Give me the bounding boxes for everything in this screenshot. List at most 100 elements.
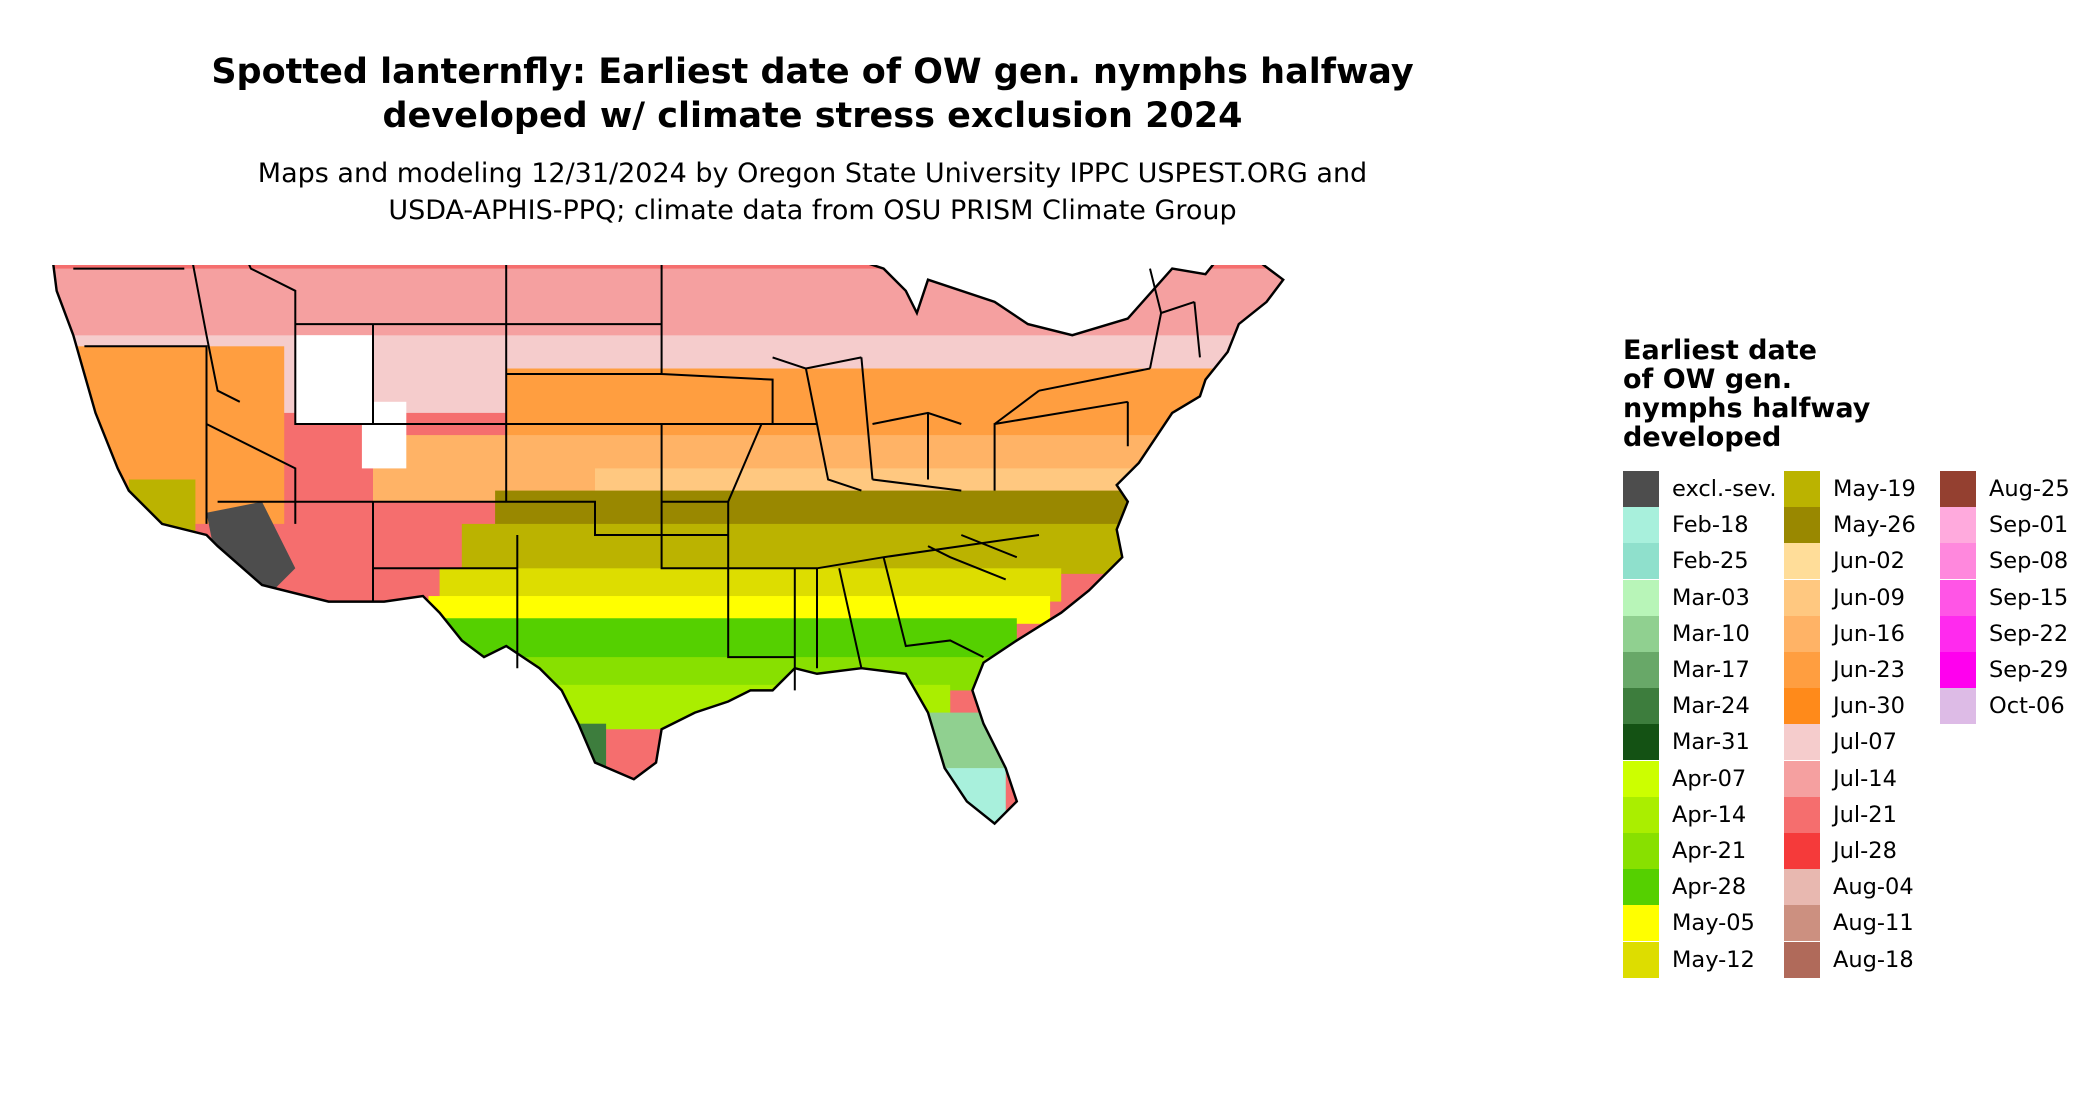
legend-title-line-1: Earliest date (1623, 335, 1817, 366)
legend-swatch (1623, 652, 1659, 688)
map-title-line-1: Spotted lanternfly: Earliest date of OW … (211, 52, 1414, 92)
map-subtitle-line-2: USDA-APHIS-PPQ; climate data from OSU PR… (388, 195, 1237, 226)
legend-title-line-3: nymphs halfway (1623, 393, 1871, 424)
legend-label: May-26 (1833, 512, 1916, 539)
map-graphic (47, 265, 1285, 825)
legend-label: Jun-09 (1833, 584, 1905, 611)
legend-item: Jun-16 (1784, 615, 1905, 652)
legend-item: Jul-21 (1784, 796, 1897, 833)
legend-label: Sep-01 (1989, 512, 2069, 539)
legend-swatch (1623, 905, 1659, 942)
legend-swatch (1784, 760, 1820, 797)
legend-title-line-2: of OW gen. (1623, 364, 1792, 395)
legend-label: Aug-11 (1833, 910, 1914, 937)
legend-label: Mar-24 (1672, 693, 1750, 720)
legend-item: Apr-07 (1623, 760, 1746, 797)
legend-swatch (1940, 688, 1976, 725)
legend-swatch (1940, 652, 1976, 688)
state-borders (73, 265, 1201, 691)
legend-item: Mar-17 (1623, 652, 1750, 688)
legend-label: Mar-17 (1672, 657, 1750, 683)
legend-item: Feb-18 (1623, 507, 1749, 544)
legend-label: May-19 (1833, 476, 1916, 502)
map-title-line-2: developed w/ climate stress exclusion 20… (382, 96, 1243, 136)
legend-swatch (1784, 869, 1820, 906)
legend-swatch (1623, 760, 1659, 797)
legend-swatch (1784, 833, 1820, 869)
legend-label: Jul-21 (1833, 801, 1897, 828)
legend-item: Mar-03 (1623, 579, 1750, 616)
legend-item: Aug-18 (1784, 941, 1914, 978)
legend-swatch (1623, 724, 1659, 761)
legend-item: May-12 (1623, 941, 1755, 978)
legend-swatch (1623, 471, 1659, 507)
legend-swatch (1940, 507, 1976, 544)
legend-swatch (1784, 471, 1820, 507)
legend-item: Aug-04 (1784, 869, 1914, 906)
legend-swatch (1623, 688, 1659, 725)
legend-label: Jul-28 (1833, 838, 1897, 864)
legend-swatch (1784, 724, 1820, 761)
legend-item: Feb-25 (1623, 543, 1749, 580)
legend-label: Sep-29 (1989, 657, 2069, 683)
legend-item: Sep-01 (1940, 507, 2069, 544)
legend-label: Jun-23 (1833, 657, 1905, 683)
legend-item: Jul-14 (1784, 760, 1897, 797)
legend-item: excl.-sev. (1623, 471, 1777, 507)
legend-item: Sep-22 (1940, 615, 2069, 652)
legend-label: Jun-02 (1833, 548, 1905, 575)
legend-item: Apr-28 (1623, 869, 1747, 906)
legend-swatch (1784, 652, 1820, 688)
map-title: Spotted lanternfly: Earliest date of OW … (130, 50, 1495, 138)
legend-swatch (1623, 869, 1659, 906)
legend-title: Earliest date of OW gen. nymphs halfway … (1623, 336, 1923, 452)
legend-label: Apr-14 (1672, 801, 1747, 828)
legend-label: Apr-28 (1672, 874, 1747, 901)
legend-label: Apr-21 (1672, 838, 1747, 864)
legend-item: Mar-31 (1623, 724, 1750, 761)
legend-swatch (1623, 833, 1659, 869)
legend-item: Jul-07 (1784, 724, 1897, 761)
legend-label: Sep-22 (1989, 620, 2069, 647)
legend-swatch (1784, 543, 1820, 580)
legend-swatch (1940, 615, 1976, 652)
legend-item: May-05 (1623, 905, 1755, 942)
map-fill-bands (48, 265, 1284, 824)
legend-item: Jul-28 (1784, 833, 1897, 869)
legend-swatch (1940, 579, 1976, 616)
legend-label: Sep-08 (1989, 548, 2069, 575)
legend-title-line-4: developed (1623, 422, 1782, 453)
legend-item: Aug-11 (1784, 905, 1914, 942)
legend-swatch (1623, 507, 1659, 544)
legend-label: Feb-25 (1672, 548, 1749, 575)
legend-swatch (1940, 543, 1976, 580)
legend-label: Jul-14 (1833, 765, 1897, 792)
legend-swatch (1784, 941, 1820, 978)
legend-swatch (1784, 579, 1820, 616)
legend-label: Aug-04 (1833, 874, 1914, 901)
legend-item: Jun-02 (1784, 543, 1905, 580)
legend-item: Apr-14 (1623, 796, 1747, 833)
legend-swatch (1784, 796, 1820, 833)
legend-item: Apr-21 (1623, 833, 1746, 869)
legend-swatch (1940, 471, 1976, 507)
legend-label: May-05 (1672, 910, 1755, 937)
legend-swatch (1784, 905, 1820, 942)
legend-item: Mar-10 (1623, 615, 1750, 652)
legend-label: Jun-30 (1833, 693, 1905, 720)
legend-label: Sep-15 (1989, 584, 2069, 611)
map-subtitle-line-1: Maps and modeling 12/31/2024 by Oregon S… (257, 158, 1368, 189)
legend-label: Mar-03 (1672, 584, 1750, 611)
legend-label: Jun-16 (1833, 620, 1905, 647)
legend-item: Oct-06 (1940, 688, 2065, 725)
legend-label: Aug-18 (1833, 946, 1914, 973)
legend-item: Sep-08 (1940, 543, 2069, 580)
legend-item: Jun-23 (1784, 652, 1905, 688)
legend-label: Mar-10 (1672, 620, 1750, 647)
map-subtitle: Maps and modeling 12/31/2024 by Oregon S… (130, 155, 1495, 229)
legend-label: Aug-25 (1989, 476, 2070, 502)
legend-item: Jun-30 (1784, 688, 1905, 725)
legend-swatch (1784, 615, 1820, 652)
legend-item: Sep-29 (1940, 652, 2068, 688)
legend-swatch (1623, 543, 1659, 580)
